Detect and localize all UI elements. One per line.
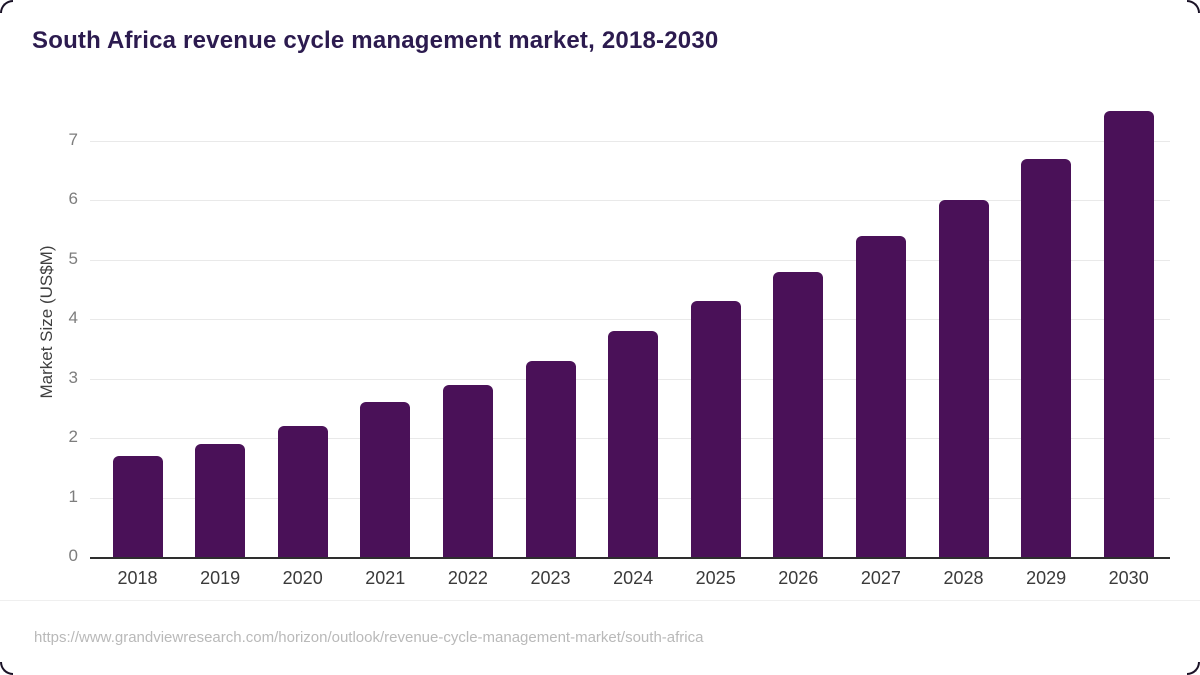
y-tick-label-3: 3	[68, 367, 78, 387]
y-tick-label-6: 6	[68, 189, 78, 209]
y-tick-label-5: 5	[68, 248, 78, 268]
gridline-y-5	[90, 259, 1170, 261]
bar-2025	[690, 301, 741, 557]
y-tick-label-7: 7	[68, 129, 78, 149]
bar-2022	[442, 384, 493, 557]
x-tick-label-2028: 2028	[943, 568, 984, 588]
x-tick-label-2024: 2024	[613, 568, 654, 588]
gridline-y-6	[90, 200, 1170, 202]
chart-title: South Africa revenue cycle management ma…	[32, 27, 719, 54]
gridline-y-4	[90, 319, 1170, 321]
x-axis-line	[90, 557, 1170, 559]
y-tick-label-1: 1	[68, 486, 78, 506]
x-tick-label-2023: 2023	[530, 568, 571, 588]
y-tick-label-4: 4	[68, 308, 78, 328]
x-tick-label-2022: 2022	[447, 568, 488, 588]
footer-divider	[0, 600, 1200, 601]
x-tick-label-2025: 2025	[695, 568, 736, 588]
bar-2020	[277, 426, 328, 557]
bar-2029	[1021, 158, 1072, 557]
x-tick-label-2019: 2019	[200, 568, 241, 588]
bar-2028	[938, 200, 989, 557]
bar-2024	[608, 331, 659, 557]
frame-corner-bottom-right	[1187, 662, 1200, 675]
bar-2018	[112, 455, 163, 557]
frame-corner-top-right	[1187, 0, 1200, 13]
bar-2021	[360, 402, 411, 557]
bar-2027	[855, 235, 906, 557]
x-tick-label-2020: 2020	[282, 568, 323, 588]
gridline-y-7	[90, 140, 1170, 142]
x-tick-label-2029: 2029	[1026, 568, 1067, 588]
bar-2030	[1103, 110, 1154, 557]
frame-corner-top-left	[0, 0, 13, 13]
source-url: https://www.grandviewresearch.com/horizo…	[34, 629, 704, 646]
x-tick-label-2021: 2021	[365, 568, 406, 588]
bar-2023	[525, 360, 576, 557]
bar-2026	[773, 271, 824, 557]
y-tick-label-2: 2	[68, 427, 78, 447]
frame-corner-bottom-left	[0, 662, 13, 675]
x-tick-label-2018: 2018	[117, 568, 158, 588]
x-tick-label-2026: 2026	[778, 568, 819, 588]
y-tick-label-0: 0	[68, 546, 78, 565]
x-tick-label-2027: 2027	[860, 568, 901, 588]
bar-2019	[195, 444, 246, 557]
x-tick-label-2030: 2030	[1108, 568, 1149, 588]
